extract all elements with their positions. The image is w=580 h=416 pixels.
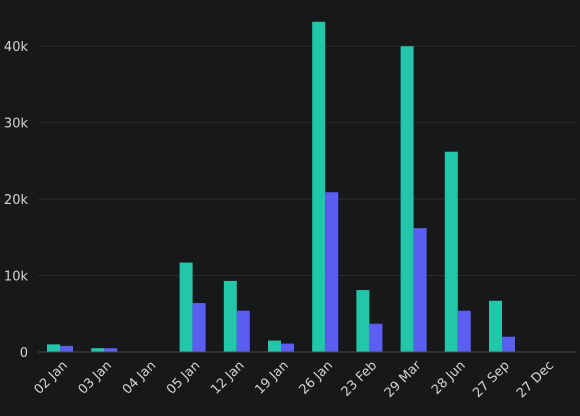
gridlines [38, 45, 576, 277]
bar-series-2[interactable] [413, 228, 427, 352]
bar-series-2[interactable] [60, 345, 73, 352]
y-tick-label: 30k [4, 117, 29, 132]
y-tick-label: 0 [20, 346, 28, 361]
bar-series-1[interactable] [47, 344, 60, 352]
bar-series-1[interactable] [223, 280, 237, 352]
x-tick-label: 28 Jun [429, 358, 469, 398]
y-axis-ticks: 0 10k 20k 30k 40k [4, 40, 29, 361]
bar-series-2[interactable] [236, 310, 250, 352]
y-tick-label: 40k [4, 40, 29, 55]
x-axis-ticks: 02 Jan 03 Jan 04 Jan 05 Jan 12 Jan 19 Jan 26 J… [31, 358, 557, 401]
bar-series-2[interactable] [369, 323, 383, 352]
x-tick-label: 05 Jan [164, 358, 203, 397]
bar-series-2[interactable] [192, 303, 206, 352]
bar-series-1[interactable] [179, 262, 193, 352]
bar-series-1[interactable] [356, 290, 370, 352]
bar-series-2[interactable] [104, 348, 118, 352]
bar-series-1[interactable] [400, 46, 414, 352]
bars [47, 21, 515, 352]
x-tick-label: 27 Sep [470, 358, 513, 401]
bar-series-2[interactable] [325, 192, 339, 352]
x-tick-label: 27 Dec [514, 358, 557, 401]
bar-series-1[interactable] [91, 348, 105, 352]
bar-series-1[interactable] [312, 21, 326, 352]
x-tick-label: 26 Jan [297, 358, 336, 397]
x-tick-label: 04 Jan [120, 358, 159, 397]
bar-series-2[interactable] [457, 310, 471, 352]
bar-series-2[interactable] [281, 343, 294, 352]
bar-series-2[interactable] [502, 336, 515, 352]
x-tick-label: 12 Jan [208, 358, 247, 397]
x-tick-label: 02 Jan [31, 358, 70, 397]
x-tick-label: 03 Jan [76, 358, 115, 397]
x-tick-label: 29 Mar [382, 358, 425, 401]
y-tick-label: 10k [4, 270, 29, 285]
y-tick-label: 20k [4, 193, 29, 208]
x-tick-label: 23 Feb [339, 358, 381, 400]
bar-series-1[interactable] [489, 300, 502, 352]
bar-series-1[interactable] [268, 340, 281, 352]
bar-series-1[interactable] [444, 151, 458, 352]
x-tick-label: 19 Jan [252, 358, 291, 397]
